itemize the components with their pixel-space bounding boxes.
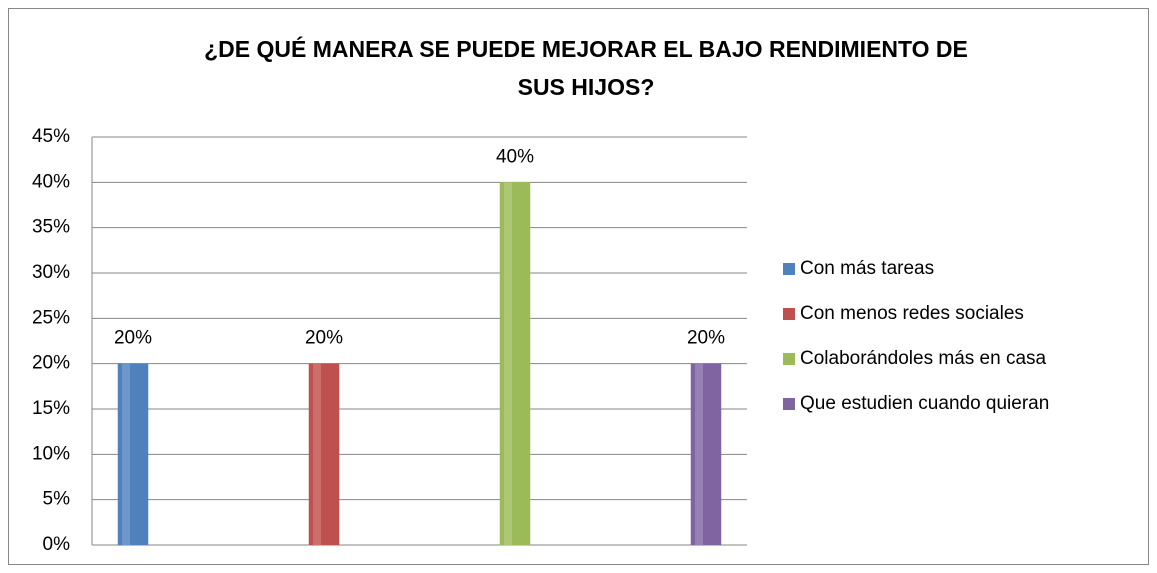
legend-swatch <box>783 398 795 410</box>
legend-label: Que estudien cuando quieran <box>800 393 1049 414</box>
chart-border <box>8 8 1149 565</box>
legend-label: Con menos redes sociales <box>800 303 1024 324</box>
bar-highlight <box>695 363 703 545</box>
legend-swatch <box>783 263 795 275</box>
value-label: 20% <box>114 328 152 349</box>
y-tick-label: 45% <box>32 126 70 147</box>
y-tick-label: 20% <box>32 353 70 374</box>
bar-highlight <box>504 182 512 546</box>
bar <box>499 182 531 546</box>
y-tick-label: 0% <box>43 534 71 555</box>
chart-title: ¿DE QUÉ MANERA SE PUEDE MEJORAR EL BAJO … <box>204 36 968 100</box>
bar <box>308 363 340 546</box>
bar <box>690 363 722 546</box>
legend-swatch <box>783 308 795 320</box>
legend-label: Con más tareas <box>800 258 934 279</box>
value-label: 20% <box>687 328 725 349</box>
y-tick-label: 40% <box>32 171 70 192</box>
y-tick-label: 5% <box>43 489 71 510</box>
y-tick-label: 30% <box>32 262 70 283</box>
value-label: 40% <box>496 146 534 167</box>
y-tick-label: 10% <box>32 443 70 464</box>
bar-highlight <box>122 363 130 545</box>
bar-highlight <box>313 363 321 545</box>
y-tick-label: 35% <box>32 217 70 238</box>
value-label: 20% <box>305 328 343 349</box>
legend-swatch <box>783 353 795 365</box>
bar <box>117 363 149 546</box>
y-tick-label: 15% <box>32 398 70 419</box>
legend-label: Colaborándoles más en casa <box>800 348 1047 369</box>
y-tick-label: 25% <box>32 307 70 328</box>
